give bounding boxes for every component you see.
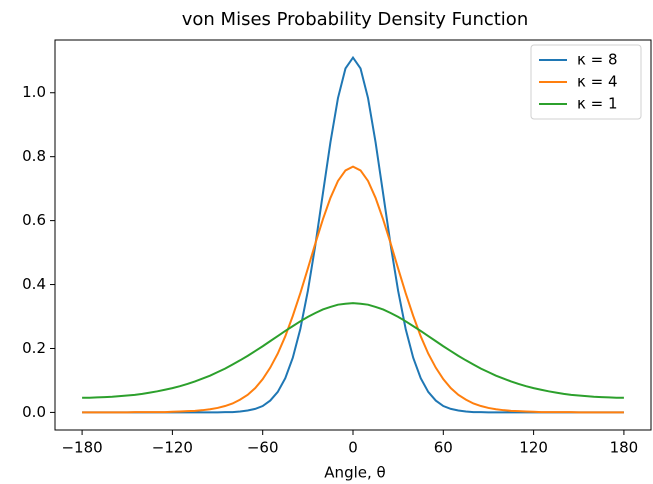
plot-frame [54, 39, 652, 431]
legend: κ = 8 κ = 4 κ = 1 [530, 44, 642, 120]
series-line [82, 302, 624, 399]
series-line [82, 165, 624, 414]
x-tick-label: −60 [247, 439, 279, 457]
legend-label: κ = 8 [577, 51, 618, 69]
legend-label: κ = 1 [577, 95, 618, 113]
x-tick-label: −120 [152, 439, 193, 457]
y-tick-label: 0.4 [22, 275, 46, 293]
x-tick-label: −180 [61, 439, 102, 457]
y-tick-label: 0.8 [22, 147, 46, 165]
chart-title: von Mises Probability Density Function [182, 9, 528, 30]
y-tick-label: 0.2 [22, 339, 46, 357]
legend-box [530, 44, 642, 120]
x-tick-label: 120 [519, 439, 548, 457]
x-tick-label: 180 [610, 439, 639, 457]
x-axis-label: Angle, θ [324, 464, 385, 482]
y-tick-label: 0.0 [22, 403, 46, 421]
y-tick-label: 0.6 [22, 211, 46, 229]
y-tick-label: 1.0 [22, 83, 46, 101]
x-tick-label: 60 [434, 439, 453, 457]
legend-label: κ = 4 [577, 73, 618, 91]
x-tick-label: 0 [348, 439, 358, 457]
